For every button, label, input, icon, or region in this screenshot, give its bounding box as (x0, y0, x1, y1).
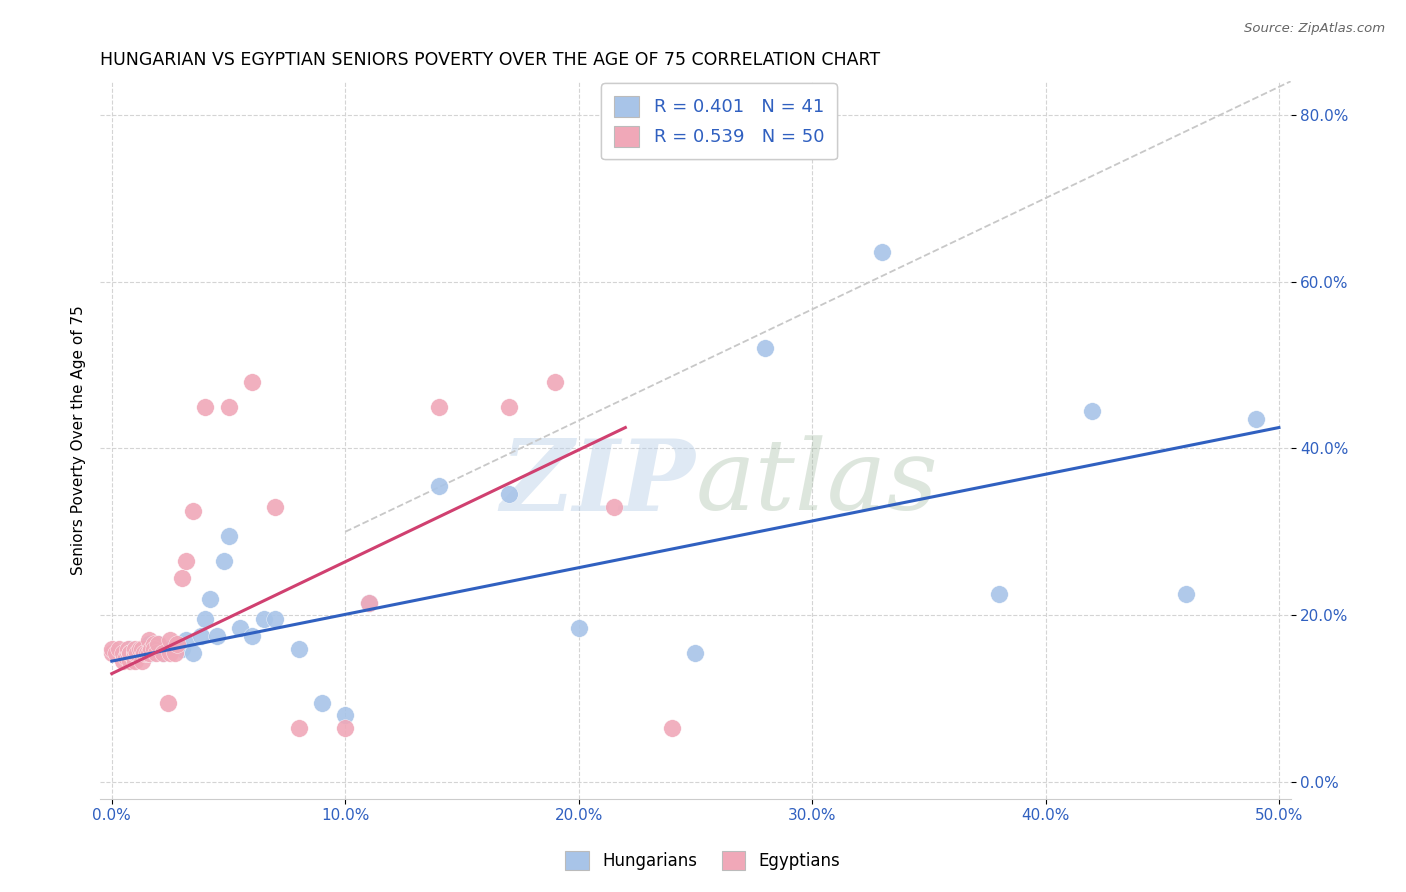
Point (176, 633, 198, 648)
Point (357, 596, 380, 610)
Text: ZIP: ZIP (501, 434, 696, 532)
Point (987, 587, 1010, 601)
Point (124, 654, 146, 668)
Point (145, 646, 167, 660)
Point (240, 375, 263, 389)
Point (127, 646, 149, 660)
Point (134, 646, 156, 660)
Point (145, 641, 167, 656)
Point (427, 400, 450, 414)
Point (112, 646, 135, 660)
Point (335, 708, 357, 723)
Point (114, 649, 136, 664)
Point (229, 621, 252, 635)
Point (142, 641, 165, 656)
Point (152, 646, 174, 660)
Point (101, 641, 124, 656)
Point (156, 696, 179, 710)
Point (117, 646, 139, 660)
Point (240, 629, 263, 643)
Point (163, 646, 186, 660)
Point (131, 654, 153, 668)
Point (176, 554, 198, 568)
Point (135, 646, 157, 660)
Point (142, 637, 165, 651)
Point (141, 646, 163, 660)
Point (544, 375, 567, 389)
Point (183, 504, 205, 518)
Point (112, 654, 135, 668)
Point (128, 646, 150, 660)
Point (754, 341, 776, 355)
Point (498, 400, 520, 414)
Point (138, 633, 160, 648)
Text: atlas: atlas (696, 435, 938, 531)
Point (124, 646, 146, 660)
Point (131, 641, 153, 656)
Point (148, 637, 170, 651)
Point (685, 646, 707, 660)
Point (170, 641, 193, 656)
Point (498, 487, 520, 501)
Point (120, 646, 142, 660)
Point (1081, 404, 1104, 418)
Point (311, 696, 333, 710)
Point (183, 646, 205, 660)
Point (124, 646, 146, 660)
Point (212, 554, 235, 568)
Point (287, 721, 309, 735)
Point (218, 529, 240, 543)
Point (194, 400, 217, 414)
Point (287, 641, 309, 656)
Point (124, 646, 146, 660)
Point (107, 641, 129, 656)
Point (264, 500, 287, 514)
Point (141, 641, 163, 656)
Legend: Hungarians, Egyptians: Hungarians, Egyptians (558, 844, 848, 877)
Point (198, 591, 221, 606)
Point (166, 637, 188, 651)
Point (120, 654, 142, 668)
Point (661, 721, 683, 735)
Point (148, 637, 170, 651)
Text: Source: ZipAtlas.com: Source: ZipAtlas.com (1244, 22, 1385, 36)
Point (135, 641, 157, 656)
Point (264, 612, 287, 626)
Text: HUNGARIAN VS EGYPTIAN SENIORS POVERTY OVER THE AGE OF 75 CORRELATION CHART: HUNGARIAN VS EGYPTIAN SENIORS POVERTY OV… (100, 51, 880, 69)
Point (142, 641, 165, 656)
Point (138, 637, 160, 651)
Point (1174, 587, 1197, 601)
Point (152, 646, 174, 660)
Point (138, 646, 160, 660)
Legend: R = 0.401   N = 41, R = 0.539   N = 50: R = 0.401 N = 41, R = 0.539 N = 50 (602, 83, 837, 159)
Point (159, 641, 181, 656)
Point (112, 646, 135, 660)
Point (568, 621, 591, 635)
Point (218, 400, 240, 414)
Point (134, 646, 156, 660)
Point (105, 646, 128, 660)
Point (602, 500, 624, 514)
Point (166, 637, 188, 651)
Point (117, 641, 139, 656)
Point (159, 646, 181, 660)
Point (427, 479, 450, 493)
Point (335, 721, 357, 735)
Point (870, 245, 893, 260)
Point (190, 629, 212, 643)
Point (120, 641, 142, 656)
Point (101, 646, 124, 660)
Point (205, 629, 228, 643)
Point (159, 633, 181, 648)
Point (120, 646, 142, 660)
Point (124, 641, 146, 656)
Point (252, 612, 274, 626)
Y-axis label: Seniors Poverty Over the Age of 75: Seniors Poverty Over the Age of 75 (72, 305, 86, 575)
Point (357, 596, 380, 610)
Point (1244, 412, 1267, 426)
Point (170, 571, 193, 585)
Point (128, 641, 150, 656)
Point (194, 612, 217, 626)
